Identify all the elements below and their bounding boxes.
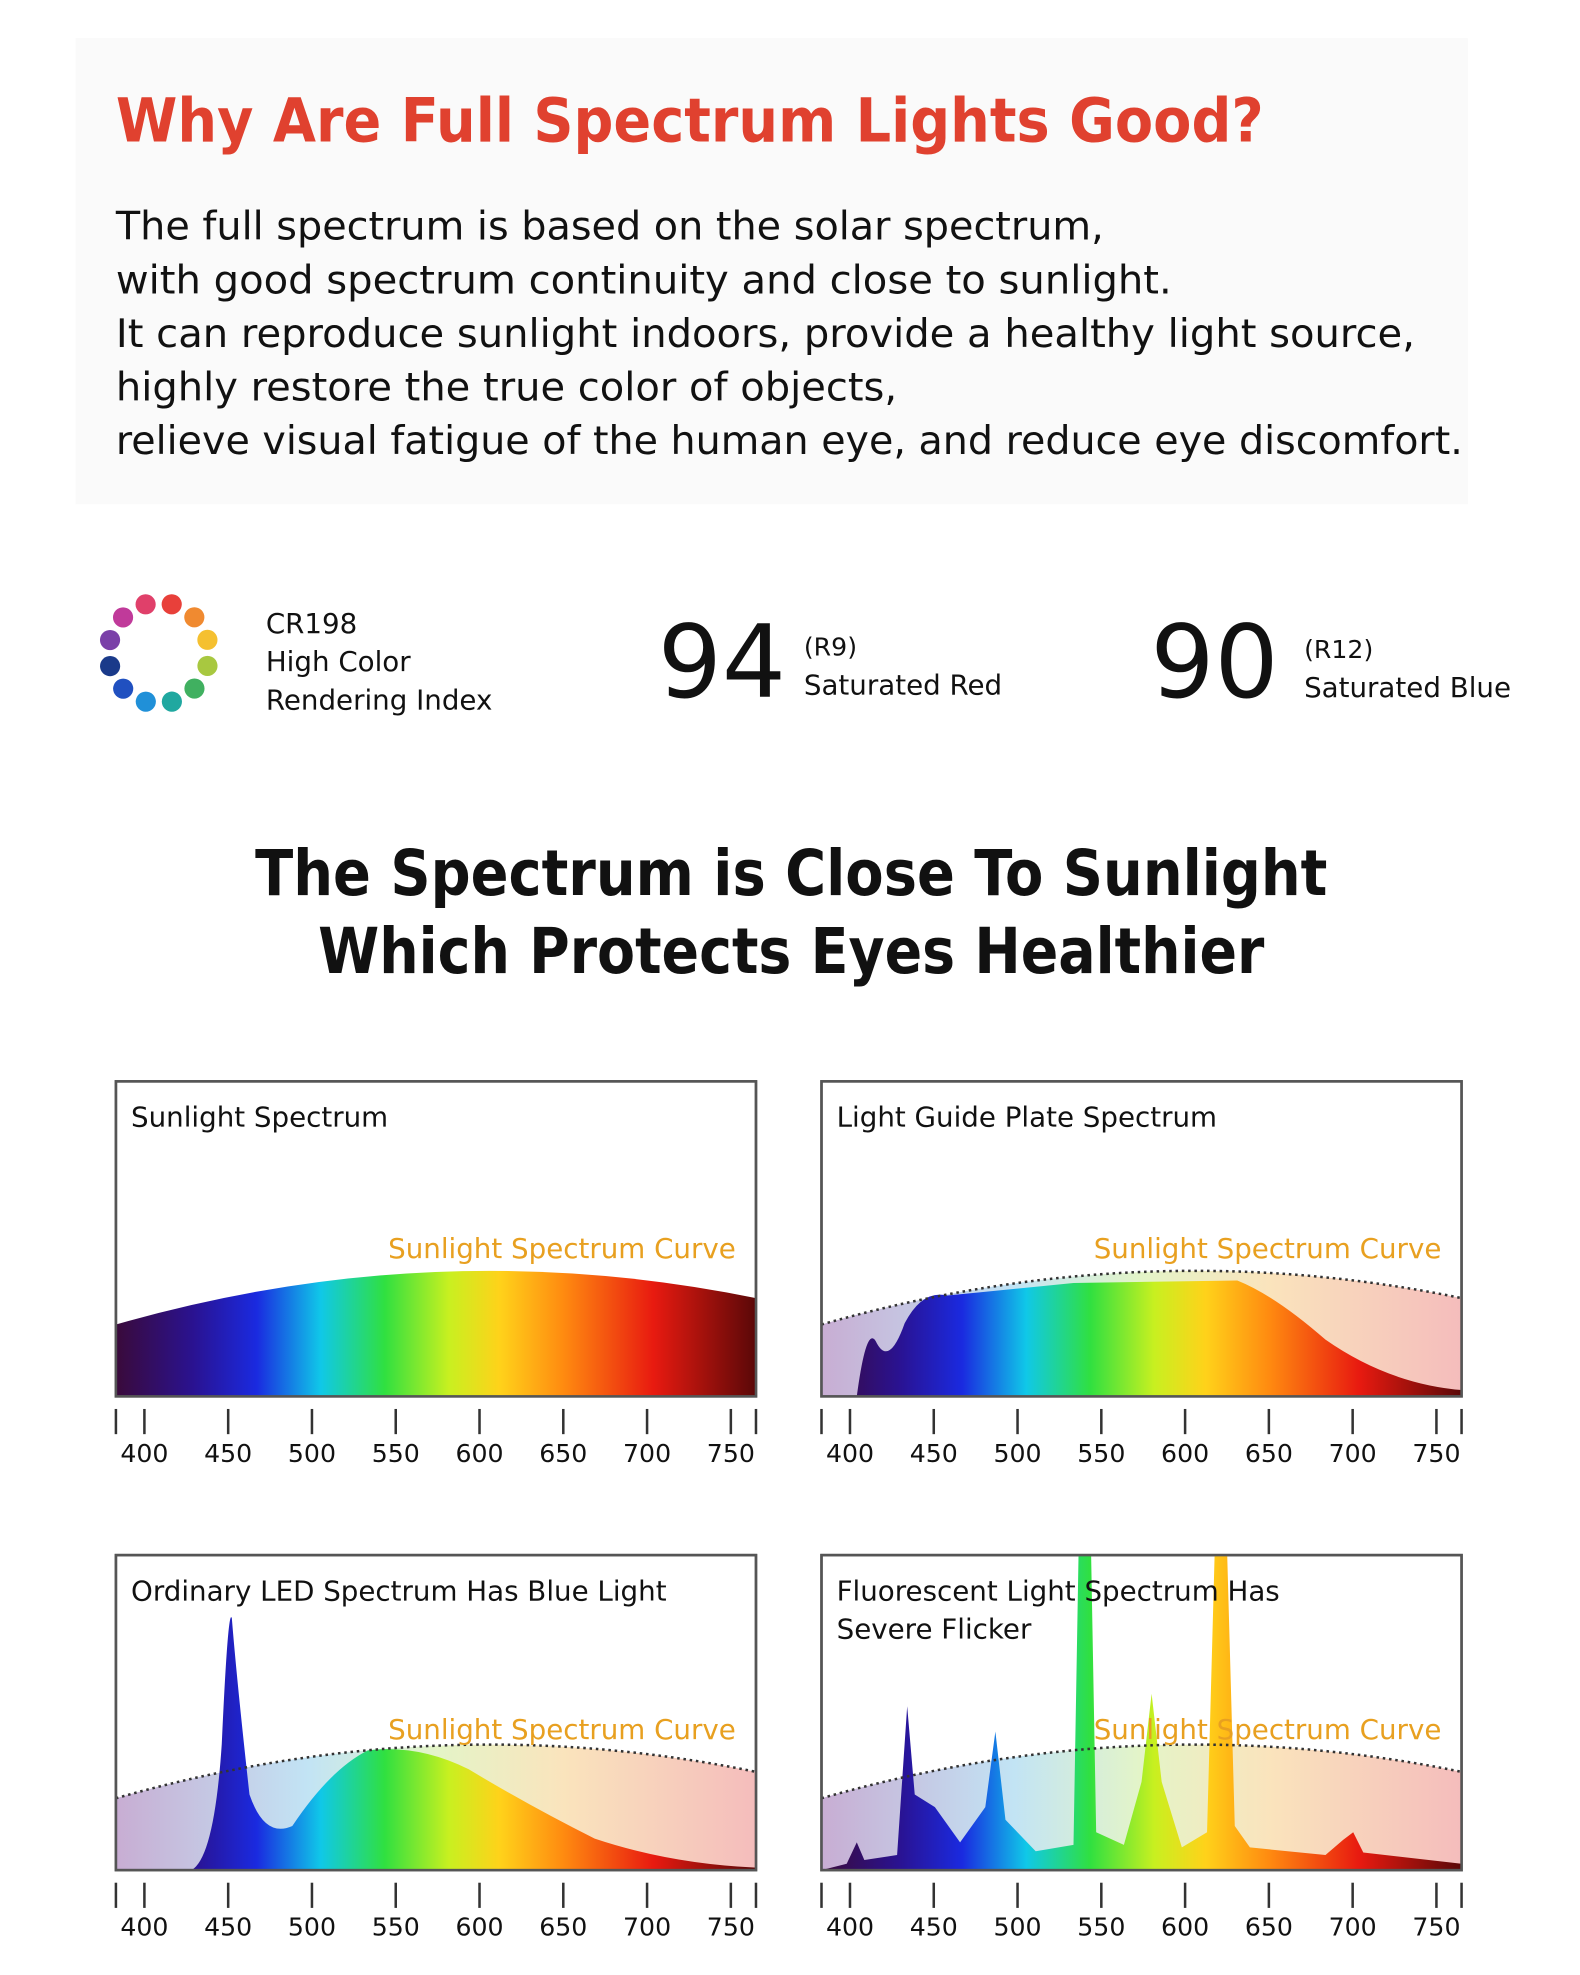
x-tick-label: 650 — [1245, 1439, 1293, 1468]
wheel-dot — [135, 691, 156, 712]
spectrum-panel: Sunlight Spectrum Sunlight Spectrum Curve — [114, 1080, 758, 1398]
x-tick-label: 500 — [994, 1913, 1042, 1942]
x-tick-label: 450 — [910, 1913, 958, 1942]
x-tick-label: 600 — [455, 1913, 503, 1942]
x-tick-label: 450 — [204, 1439, 252, 1468]
x-tick-label: 700 — [623, 1439, 671, 1468]
stat-label: Saturated Red — [804, 669, 1002, 702]
spectrum-panel: Fluorescent Light Spectrum Has Severe Fli… — [820, 1553, 1463, 1872]
panel-title: Fluorescent Light Spectrum Has — [837, 1574, 1280, 1607]
x-tick-label: 400 — [120, 1913, 168, 1942]
intro-line: The full spectrum is based on the solar … — [115, 205, 1104, 250]
panel-title: Light Guide Plate Spectrum — [837, 1101, 1217, 1134]
x-tick-label: 600 — [455, 1439, 503, 1468]
spectrum-panel: Light Guide Plate Spectrum Sunlight Spect… — [820, 1080, 1463, 1398]
x-tick-label: 750 — [707, 1913, 755, 1942]
intro-line: highly restore the true color of objects… — [116, 365, 897, 410]
x-tick-label: 650 — [539, 1439, 587, 1468]
stat-label: Saturated Blue — [1304, 671, 1511, 704]
x-tick-label: 550 — [1077, 1439, 1125, 1468]
panel-title: Ordinary LED Spectrum Has Blue Light — [131, 1574, 667, 1607]
stat-sub: (R9) — [804, 632, 857, 661]
x-tick-label: 400 — [826, 1913, 874, 1942]
headline: The Spectrum is Close To Sunlight — [255, 837, 1327, 910]
stat-value: 94 — [658, 603, 786, 721]
x-tick-label: 500 — [288, 1913, 336, 1942]
x-tick-label: 600 — [1161, 1913, 1209, 1942]
wheel-dot — [113, 678, 134, 699]
sunlight-curve — [115, 1743, 757, 1800]
wheel-dot — [112, 607, 134, 628]
stat-label: CR198 — [266, 607, 357, 640]
headline: Which Protects Eyes Healthier — [318, 915, 1264, 988]
intro-line: relieve visual fatigue of the human eye,… — [116, 419, 1463, 464]
sunlight-curve — [821, 1269, 1462, 1326]
panel-title: Severe Flicker — [837, 1612, 1032, 1645]
curve-label: Sunlight Spectrum Curve — [1094, 1232, 1442, 1265]
panel-title: Sunlight Spectrum — [131, 1101, 388, 1134]
x-tick-label: 650 — [1245, 1913, 1293, 1942]
x-tick-label: 550 — [372, 1439, 420, 1468]
x-tick-label: 550 — [372, 1913, 420, 1942]
wheel-dot — [161, 691, 182, 712]
wheel-dot — [135, 594, 156, 615]
curve-label: Sunlight Spectrum Curve — [388, 1713, 736, 1746]
x-tick-label: 600 — [1161, 1439, 1209, 1468]
panel-border — [114, 1553, 758, 1872]
wheel-dot — [197, 655, 218, 677]
spectrum-shape — [115, 1617, 756, 1871]
panels: Sunlight Spectrum Sunlight Spectrum Curve… — [114, 1080, 1463, 1942]
x-tick-label: 700 — [1329, 1439, 1377, 1468]
x-tick-label: 500 — [994, 1439, 1042, 1468]
intro-line: It can reproduce sunlight indoors, provi… — [116, 312, 1415, 357]
x-tick-label: 550 — [1077, 1913, 1125, 1942]
sunlight-curve — [821, 1743, 1462, 1800]
stats: CR198 High Color Rendering Index 94 (R9) Satu… — [266, 603, 1511, 721]
wheel-dot — [100, 656, 121, 677]
panel-border — [820, 1080, 1463, 1398]
wheel-dot — [99, 629, 121, 651]
wheel-dot — [161, 594, 182, 615]
x-tick-label: 750 — [1412, 1439, 1460, 1468]
x-tick-label: 700 — [623, 1913, 671, 1942]
x-tick-label: 400 — [826, 1439, 874, 1468]
x-tick-label: 400 — [120, 1439, 168, 1468]
intro-box — [75, 38, 1468, 505]
title: Why Are Full Spectrum Lights Good? — [116, 86, 1264, 156]
stat-value: 90 — [1150, 603, 1278, 721]
x-tick-label: 700 — [1329, 1913, 1377, 1942]
x-tick-label: 500 — [288, 1439, 336, 1468]
wheel-dot — [197, 629, 218, 650]
spectrum-shape — [821, 1280, 1462, 1397]
wheel-dot — [184, 607, 205, 628]
x-tick-label: 750 — [707, 1439, 755, 1468]
intro-text: The full spectrum is based on the solar … — [115, 205, 1463, 464]
spectrum-shape — [115, 1270, 756, 1397]
x-tick-label: 450 — [204, 1913, 252, 1942]
panel-border — [820, 1553, 1463, 1872]
color-wheel — [99, 594, 218, 712]
x-tick-label: 650 — [539, 1913, 587, 1942]
wheel-dot — [184, 678, 205, 699]
spectrum-shape — [821, 1555, 1462, 1871]
stat-sub: (R12) — [1304, 635, 1373, 664]
curve-label: Sunlight Spectrum Curve — [1094, 1713, 1442, 1746]
panel-border — [114, 1080, 758, 1398]
spectrum-panel: Ordinary LED Spectrum Has Blue Light Sunl… — [114, 1553, 758, 1872]
curve-label: Sunlight Spectrum Curve — [388, 1232, 736, 1265]
stat-label: Rendering Index — [266, 684, 493, 717]
stat-label: High Color — [266, 645, 411, 678]
x-tick-label: 450 — [910, 1439, 958, 1468]
intro-line: with good spectrum continuity and close … — [116, 258, 1172, 303]
x-tick-label: 750 — [1412, 1913, 1460, 1942]
